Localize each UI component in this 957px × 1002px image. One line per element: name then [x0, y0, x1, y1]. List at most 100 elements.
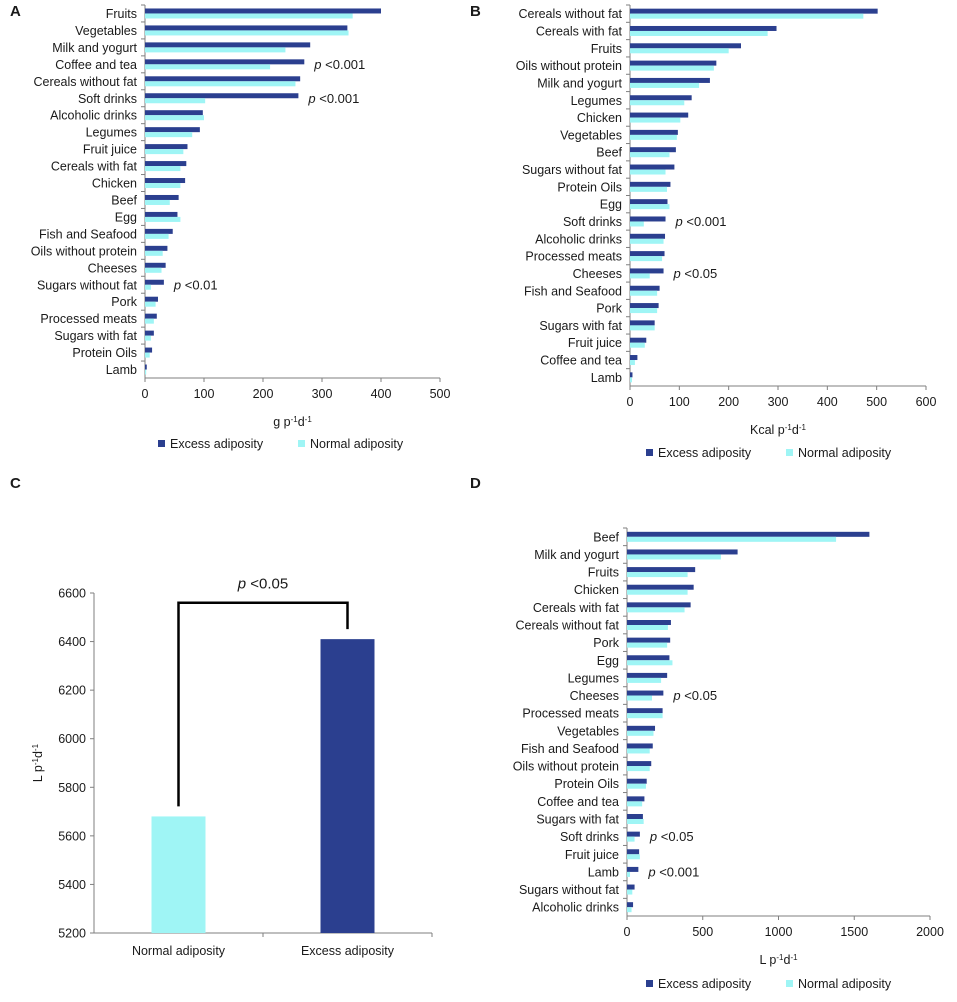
bar-normal: [627, 572, 688, 578]
bar-excess: [630, 164, 675, 170]
chart-panel-b: 0 100 200 300 400 500 600 Cereals without fat Ce…: [516, 4, 936, 460]
bar-normal: [630, 169, 666, 175]
category-label: Pork: [593, 636, 619, 650]
category-label: Sugars with fat: [54, 329, 137, 343]
bar-normal: [627, 907, 632, 913]
bar-excess: [630, 8, 878, 14]
bar-excess: [627, 672, 668, 678]
x-axis-label: Kcal p-1d-1: [750, 423, 806, 438]
category-label: Oils without protein: [516, 59, 622, 73]
x-tick-label: 400: [817, 395, 838, 409]
category-label: Sugars without fat: [519, 883, 620, 897]
bar-normal: [627, 625, 668, 630]
bar-normal: [145, 369, 147, 375]
bar-excess: [630, 147, 676, 153]
bar-normal: [630, 377, 632, 383]
bar-normal: [145, 284, 151, 290]
bar-excess: [630, 355, 638, 361]
legend-label-normal: Normal adiposity: [798, 446, 892, 460]
bar-excess: [630, 268, 664, 274]
bar-normal: [630, 65, 714, 71]
category-label: Cereals without fat: [518, 7, 622, 21]
p-value-annotation: p <0.001: [307, 91, 359, 106]
x-tick-label: 100: [669, 395, 690, 409]
bar-excess: [145, 8, 381, 14]
bar-excess: [145, 144, 188, 150]
bar-excess: [145, 42, 311, 48]
category-label: Cereals without fat: [515, 619, 619, 633]
x-axis-label: g p-1d-1: [273, 415, 312, 430]
x-tick-label: 0: [627, 395, 634, 409]
chart-panel-a: 0 100 200 300 400 500 Fruits Vegetables Milk and…: [31, 4, 450, 451]
category-label: Egg: [115, 210, 137, 224]
bar-excess: [630, 337, 647, 343]
legend-label-normal: Normal adiposity: [798, 977, 892, 991]
bar-normal: [627, 748, 650, 754]
category-label: Cheeses: [88, 261, 137, 275]
bar-normal: [630, 48, 729, 54]
y-tick-label: 5600: [58, 829, 86, 843]
category-label: Chicken: [577, 111, 622, 125]
bar-normal: [630, 117, 681, 123]
bar-excess: [145, 347, 153, 353]
category-label: Fruit juice: [83, 143, 137, 157]
bar-excess: [630, 60, 717, 66]
bar-excess: [145, 110, 203, 116]
bar-excess: [627, 567, 696, 573]
bar-excess: [145, 262, 166, 268]
p-value-annotation: p <0.05: [672, 688, 717, 703]
category-label: Fish and Seafood: [521, 742, 619, 756]
bar-excess: [145, 330, 154, 336]
x-tick-label: 300: [768, 395, 789, 409]
significance-bracket: [177, 601, 349, 807]
bar-normal: [627, 589, 688, 595]
bar-excess: [627, 655, 670, 661]
legend-label-excess: Excess adiposity: [658, 446, 752, 460]
category-label: Chicken: [92, 177, 137, 191]
bar-excess: [627, 743, 653, 749]
x-tick-label: 100: [194, 387, 215, 401]
category-label: Beef: [593, 530, 619, 544]
bar-excess: [630, 43, 741, 49]
category-label: Fruit juice: [568, 336, 622, 350]
category-label: Egg: [597, 654, 619, 668]
category-label: Protein Oils: [557, 180, 622, 194]
chart-panel-d: 0 500 1000 1500 2000 Beef Milk and yogurt Fruit…: [513, 527, 944, 991]
category-label: Alcoholic drinks: [532, 901, 619, 915]
category-label: Sugars without fat: [522, 163, 623, 177]
category-label: Milk and yogurt: [537, 76, 622, 90]
bar-normal: [145, 47, 286, 53]
bar-excess: [627, 584, 694, 590]
category-label: Milk and yogurt: [52, 41, 137, 55]
bar-normal: [145, 81, 296, 87]
bar-normal: [627, 819, 644, 824]
bar-excess: [630, 95, 692, 101]
bar-excess: [627, 814, 643, 819]
p-value-annotation: p <0.05: [237, 576, 288, 593]
x-tick-label: 2000: [916, 925, 944, 939]
bar-normal: [627, 889, 633, 895]
bar-excess: [627, 849, 640, 855]
bar-normal: [627, 854, 640, 860]
bar-normal: [630, 30, 768, 36]
bar-excess: [145, 228, 173, 234]
bar-normal: [627, 836, 635, 842]
bar-normal: [145, 233, 169, 239]
bar-normal: [627, 554, 721, 560]
bar-normal: [627, 695, 652, 701]
p-value-annotation: p <0.001: [675, 214, 727, 229]
y-tick-label: 6600: [58, 587, 86, 601]
bar-normal: [630, 308, 658, 314]
legend-swatch-normal: [786, 980, 793, 987]
panel-label-d: D: [470, 475, 481, 492]
bar-excess: [630, 112, 689, 118]
category-label: Fruits: [106, 7, 137, 21]
category-label: Cereals with fat: [51, 160, 138, 174]
x-axis-label: L p-1d-1: [759, 953, 798, 968]
category-label: Legumes: [568, 671, 619, 685]
bar-normal: [630, 360, 635, 366]
category-label: Coffee and tea: [540, 354, 622, 368]
bar-normal: [145, 98, 206, 104]
legend-label-normal: Normal adiposity: [310, 437, 404, 451]
panel-label-b: B: [470, 3, 481, 20]
